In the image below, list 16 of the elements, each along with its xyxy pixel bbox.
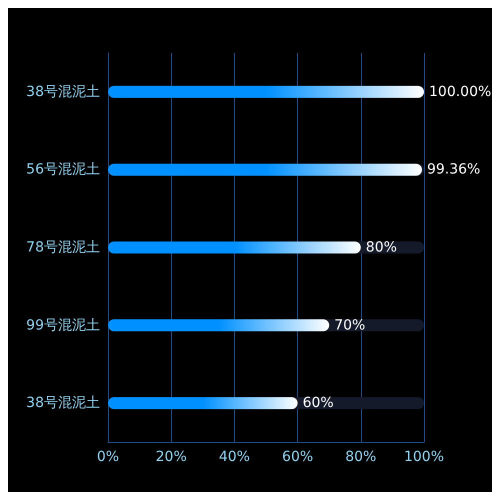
x-tick-label: 60% [282, 449, 314, 465]
y-tick-label: 38号混泥土 [26, 395, 100, 412]
x-tick-label: 20% [156, 449, 187, 465]
y-tick-label: 78号混泥土 [26, 240, 100, 256]
data-label: 60% [302, 395, 334, 412]
x-tick-label: 80% [345, 449, 376, 465]
data-label: 99.36% [426, 162, 480, 178]
data-label: 70% [334, 317, 366, 334]
data-label: 100.00% [429, 84, 492, 100]
x-tick-label: 40% [218, 449, 250, 465]
y-tick-label: 56号混泥土 [26, 162, 100, 178]
data-label: 80% [366, 240, 397, 256]
y-tick-label: 38号混泥土 [26, 84, 100, 100]
y-tick-label: 99号混泥土 [26, 317, 100, 334]
x-tick-label: 0% [96, 449, 120, 465]
x-tick-label: 100% [404, 449, 444, 465]
